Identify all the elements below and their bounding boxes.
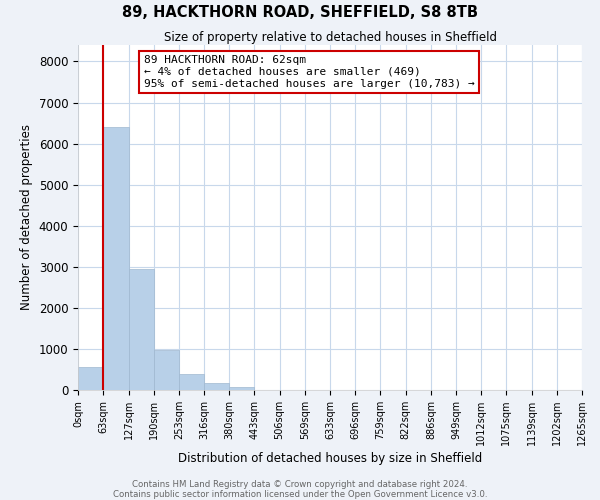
Title: Size of property relative to detached houses in Sheffield: Size of property relative to detached ho… [163, 31, 497, 44]
X-axis label: Distribution of detached houses by size in Sheffield: Distribution of detached houses by size … [178, 452, 482, 465]
Bar [229, 387, 254, 390]
Bar [154, 350, 179, 390]
Text: 89, HACKTHORN ROAD, SHEFFIELD, S8 8TB: 89, HACKTHORN ROAD, SHEFFIELD, S8 8TB [122, 5, 478, 20]
Y-axis label: Number of detached properties: Number of detached properties [20, 124, 33, 310]
Bar [78, 367, 103, 390]
Text: 89 HACKTHORN ROAD: 62sqm
← 4% of detached houses are smaller (469)
95% of semi-d: 89 HACKTHORN ROAD: 62sqm ← 4% of detache… [143, 56, 474, 88]
Bar [204, 384, 229, 390]
Bar [103, 127, 128, 390]
Bar [179, 374, 204, 390]
Text: Contains HM Land Registry data © Crown copyright and database right 2024.
Contai: Contains HM Land Registry data © Crown c… [113, 480, 487, 499]
Bar [128, 269, 154, 390]
